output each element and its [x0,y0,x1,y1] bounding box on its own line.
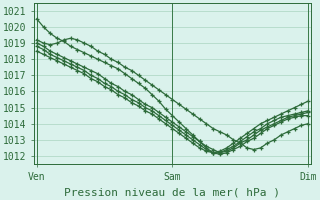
X-axis label: Pression niveau de la mer( hPa ): Pression niveau de la mer( hPa ) [64,187,280,197]
